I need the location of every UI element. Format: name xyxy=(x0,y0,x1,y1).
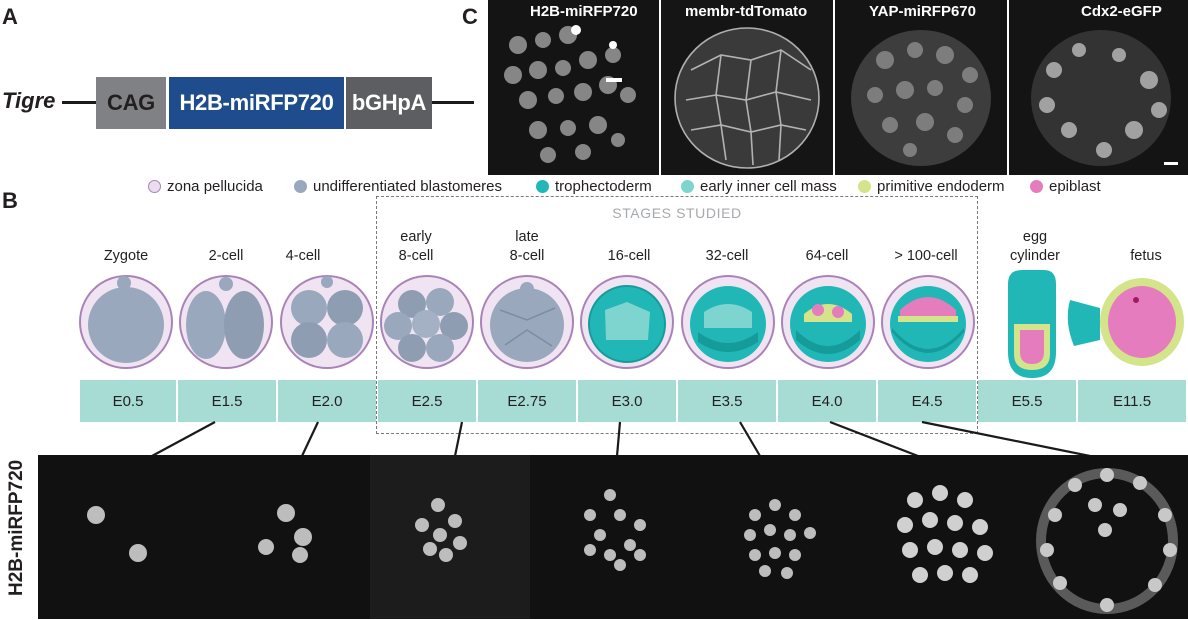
legend-label-trophectoderm: trophectoderm xyxy=(555,178,652,195)
timeline-cell-e4.5: E4.5 xyxy=(878,380,976,422)
legend-swatch-early-icm xyxy=(681,180,694,193)
2cell-illustration xyxy=(179,275,273,369)
cell-type-legend: zona pellucida undifferentiated blastome… xyxy=(0,178,1188,198)
stage-label-2cell: 2-cell xyxy=(208,248,244,264)
timeline-cell-e4.0: E4.0 xyxy=(778,380,876,422)
embryo-illustrations xyxy=(79,270,1184,378)
bottom-image-early-stages xyxy=(38,455,370,619)
channel-label-h2b: H2B-miRFP720 xyxy=(530,3,638,20)
fetus-illustration xyxy=(1067,278,1184,366)
legend-swatch-zona xyxy=(148,180,161,193)
bottom-image-blastocyst xyxy=(1025,455,1188,619)
channel-image-membrane: membr-tdTomato xyxy=(661,0,833,175)
legend-swatch-trophectoderm xyxy=(536,180,549,193)
reporter-label: H2B-miRFP720 xyxy=(179,90,334,115)
100cell-illustration xyxy=(881,275,975,369)
stage-label-egg-cylinder: egg cylinder xyxy=(1010,229,1060,264)
locus-label: Tigre xyxy=(2,88,56,113)
promoter-box: CAG xyxy=(96,77,166,129)
timeline-cell-e3.5: E3.5 xyxy=(678,380,776,422)
late-8cell-illustration xyxy=(480,275,574,369)
cdx2-image xyxy=(1009,0,1188,175)
timeline-cell-e2.0: E2.0 xyxy=(278,380,376,422)
nuclei-early-8cell xyxy=(415,498,467,562)
legend-item-epiblast: epiblast xyxy=(1030,178,1101,195)
bottom-row-label: H2B-miRFP720 xyxy=(6,459,27,596)
early-8cell-illustration xyxy=(380,275,474,369)
stage-label-fetus: fetus xyxy=(1130,248,1162,264)
legend-item-early-icm: early inner cell mass xyxy=(681,178,837,195)
construct-line-left xyxy=(62,101,96,104)
channel-image-h2b: H2B-miRFP720 xyxy=(488,0,659,175)
timeline-cell-e2.75: E2.75 xyxy=(478,380,576,422)
bottom-image-32cell xyxy=(695,455,860,619)
stages-studied-label: STAGES STUDIED xyxy=(612,205,742,221)
promoter-label: CAG xyxy=(107,90,155,115)
timeline-cell-e2.5: E2.5 xyxy=(378,380,476,422)
nuclei-2cell-4cell xyxy=(87,504,312,563)
channel-label-yap: YAP-miRFP670 xyxy=(869,3,976,20)
yap-image xyxy=(835,0,1007,175)
legend-item-zona: zona pellucida xyxy=(148,178,263,195)
timeline-cell-e11.5: E11.5 xyxy=(1078,380,1186,422)
stages-studied-box xyxy=(376,196,978,434)
bottom-image-64cell xyxy=(860,455,1025,619)
zygote-illustration xyxy=(79,275,173,369)
stage-label-100cell: > 100-cell xyxy=(894,248,958,264)
channel-label-cdx2: Cdx2-eGFP xyxy=(1081,3,1162,20)
timeline-cell-e5.5: E5.5 xyxy=(978,380,1076,422)
panel-label-a: A xyxy=(2,4,18,29)
channel-image-yap: YAP-miRFP670 xyxy=(835,0,1007,175)
bottom-image-16cell xyxy=(530,455,695,619)
legend-swatch-epiblast xyxy=(1030,180,1043,193)
connector-lines xyxy=(151,420,1091,458)
legend-label-epiblast: epiblast xyxy=(1049,178,1101,195)
legend-label-primitive-endoderm: primitive endoderm xyxy=(877,178,1005,195)
membrane-image xyxy=(661,0,833,175)
stage-label-64cell: 64-cell xyxy=(805,248,849,264)
16cell-illustration xyxy=(580,275,674,369)
h2b-nuclei-image xyxy=(488,0,659,175)
panel-label-b: B xyxy=(2,188,18,213)
legend-swatch-undifferentiated xyxy=(294,180,307,193)
4cell-illustration xyxy=(280,275,374,369)
channel-label-membrane: membr-tdTomato xyxy=(685,3,808,20)
stage-label-zygote: Zygote xyxy=(103,248,149,264)
32cell-illustration xyxy=(681,275,775,369)
stage-label-early-8cell: early 8-cell xyxy=(398,229,434,264)
legend-label-early-icm: early inner cell mass xyxy=(700,178,837,195)
legend-label-zona: zona pellucida xyxy=(167,178,263,195)
reporter-box: H2B-miRFP720 xyxy=(169,77,344,129)
legend-item-undifferentiated: undifferentiated blastomeres xyxy=(294,178,502,195)
construct-line-right xyxy=(432,101,474,104)
polya-box: bGHpA xyxy=(346,77,432,129)
stage-label-16cell: 16-cell xyxy=(607,248,651,264)
64cell-illustration xyxy=(781,275,875,369)
stage-label-late-8cell: late 8-cell xyxy=(509,229,545,264)
panel-label-c: C xyxy=(462,4,478,29)
nuclei-64cell xyxy=(897,485,993,583)
legend-item-primitive-endoderm: primitive endoderm xyxy=(858,178,1005,195)
nuclei-32cell xyxy=(744,499,816,579)
nuclei-blastocyst xyxy=(1036,468,1178,614)
channel-image-cdx2: Cdx2-eGFP xyxy=(1009,0,1188,175)
legend-label-undifferentiated: undifferentiated blastomeres xyxy=(313,178,503,195)
timeline-cell-e3.0: E3.0 xyxy=(578,380,676,422)
stage-label-4cell: 4-cell xyxy=(285,248,321,264)
polya-label: bGHpA xyxy=(351,90,427,115)
bottom-image-early-8cell xyxy=(370,455,530,619)
nuclei-16cell xyxy=(584,489,646,571)
legend-swatch-primitive-endoderm xyxy=(858,180,871,193)
timeline-cell-e0.5: E0.5 xyxy=(80,380,176,422)
egg-cylinder-illustration xyxy=(1008,270,1056,378)
legend-item-trophectoderm: trophectoderm xyxy=(536,178,652,195)
timeline-cell-e1.5: E1.5 xyxy=(178,380,276,422)
stage-label-32cell: 32-cell xyxy=(705,248,749,264)
